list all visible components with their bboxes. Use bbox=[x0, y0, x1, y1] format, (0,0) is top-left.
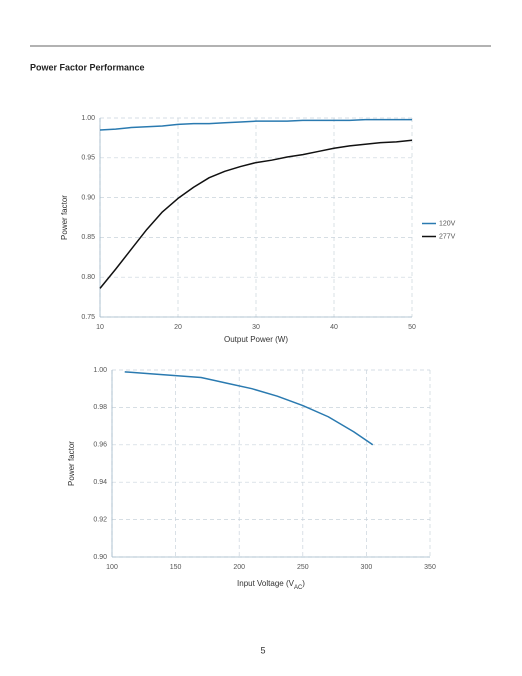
x-axis-label-part: Input Voltage (V bbox=[237, 579, 295, 588]
series-line bbox=[124, 371, 374, 446]
series-line bbox=[99, 139, 413, 289]
x-tick-label: 40 bbox=[330, 324, 338, 331]
y-tick-label: 1.00 bbox=[93, 367, 107, 374]
x-tick-label: 10 bbox=[96, 324, 104, 331]
page-number: 5 bbox=[260, 645, 265, 655]
legend-label: 277V bbox=[439, 233, 456, 240]
section-heading: Power Factor Performance bbox=[30, 62, 145, 72]
y-tick-label: 0.80 bbox=[81, 274, 95, 281]
y-axis-label: Power factor bbox=[60, 195, 69, 240]
y-axis-label: Power factor bbox=[67, 441, 76, 486]
x-axis-label-part: ) bbox=[302, 579, 305, 588]
y-tick-label: 0.96 bbox=[93, 442, 107, 449]
x-axis-label: Output Power (W) bbox=[224, 335, 288, 344]
y-tick-label: 0.90 bbox=[93, 554, 107, 561]
y-tick-label: 0.90 bbox=[81, 194, 95, 201]
y-tick-label: 0.92 bbox=[93, 516, 107, 523]
x-tick-label: 30 bbox=[252, 324, 260, 331]
x-axis-label-part: AC bbox=[294, 585, 303, 591]
y-tick-label: 0.95 bbox=[81, 155, 95, 162]
y-tick-label: 0.94 bbox=[93, 479, 107, 486]
y-tick-label: 0.85 bbox=[81, 234, 95, 241]
legend-label: 120V bbox=[439, 220, 456, 227]
x-tick-label: 250 bbox=[297, 564, 309, 571]
y-tick-label: 0.75 bbox=[81, 314, 95, 321]
x-tick-label: 200 bbox=[233, 564, 245, 571]
x-tick-label: 100 bbox=[106, 564, 118, 571]
series-line bbox=[99, 118, 412, 131]
x-tick-label: 300 bbox=[361, 564, 373, 571]
x-tick-label: 350 bbox=[424, 564, 436, 571]
x-tick-label: 50 bbox=[408, 324, 416, 331]
x-axis-label: Input Voltage (VAC) bbox=[237, 579, 305, 590]
y-tick-label: 0.98 bbox=[93, 404, 107, 411]
x-tick-label: 150 bbox=[170, 564, 182, 571]
x-tick-label: 20 bbox=[174, 324, 182, 331]
y-tick-label: 1.00 bbox=[81, 115, 95, 122]
